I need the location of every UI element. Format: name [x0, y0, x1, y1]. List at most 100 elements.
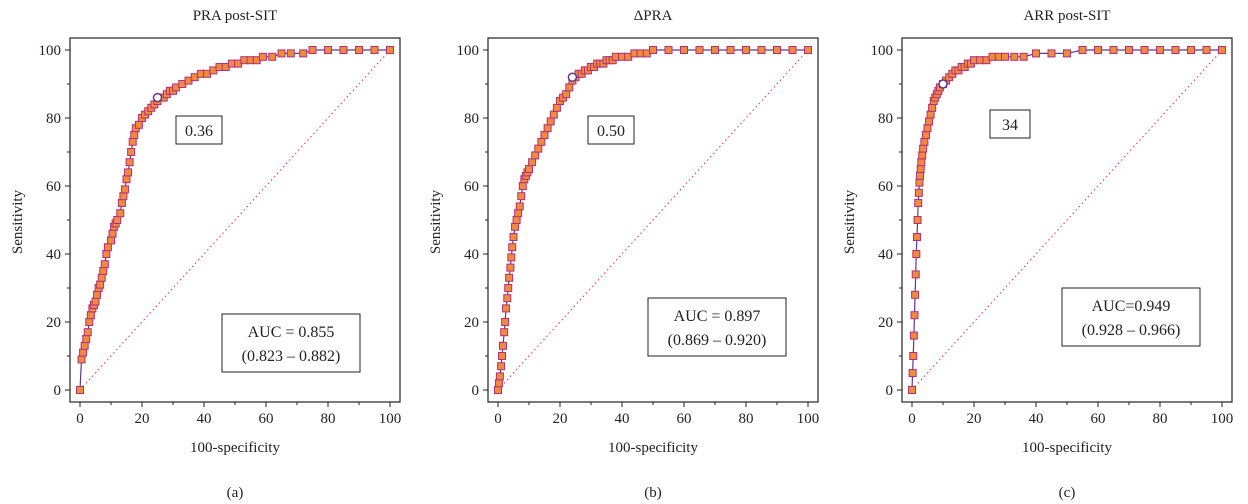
roc-point: [497, 362, 506, 371]
cut-label: 0.36: [185, 123, 213, 140]
roc-point: [914, 199, 923, 207]
panel-caption: (c): [1059, 485, 1076, 501]
y-tick-label: 0: [886, 383, 894, 399]
roc-point: [91, 297, 100, 306]
x-tick-label: 100: [1211, 411, 1234, 427]
roc-point: [918, 151, 927, 160]
roc-point: [1187, 46, 1195, 54]
roc-point: [501, 318, 510, 326]
roc-point: [742, 46, 750, 54]
roc-point: [912, 250, 921, 258]
x-tick-label: 40: [1029, 411, 1044, 427]
roc-point: [912, 233, 921, 241]
roc-point: [921, 131, 930, 139]
x-tick-label: 0: [76, 411, 84, 427]
cut-label-box: 0.36: [175, 115, 223, 145]
roc-point: [122, 175, 131, 184]
y-tick-label: 40: [878, 247, 893, 263]
x-tick-label: 80: [321, 411, 336, 427]
roc-point: [926, 110, 935, 119]
roc-point: [1156, 46, 1164, 54]
y-tick-label: 80: [878, 111, 893, 127]
roc-point: [99, 267, 108, 275]
roc-point: [502, 304, 511, 313]
x-tick-label: 0: [494, 411, 502, 427]
roc-point: [117, 199, 126, 207]
y-axis-label: Sensitivity: [428, 189, 444, 254]
roc-point: [504, 284, 513, 292]
roc-point: [77, 355, 86, 364]
chart-panel-b: ΔPRA Sensitivity 100-specificity (b) 0 20…: [418, 0, 834, 504]
auc-ci: (0.869 – 0.920): [668, 332, 767, 349]
roc-point: [506, 263, 515, 272]
roc-point: [505, 273, 514, 282]
roc-point: [1202, 46, 1211, 54]
cut-label-box: 0.50: [587, 115, 635, 145]
roc-point: [1032, 49, 1040, 58]
roc-point: [277, 49, 286, 58]
roc-point: [680, 46, 688, 54]
roc-point: [914, 188, 923, 197]
x-tick-label: 40: [615, 411, 630, 427]
roc-point: [531, 151, 540, 160]
roc-point: [96, 280, 105, 289]
cut-label-box: 34: [989, 109, 1031, 139]
roc-point: [107, 236, 115, 245]
chart-panel-c: ARR post-SIT Sensitivity 100-specificity…: [832, 0, 1248, 504]
roc-point: [258, 52, 267, 61]
roc-point: [299, 49, 308, 58]
roc-point: [130, 131, 139, 139]
y-tick-label: 100: [871, 43, 894, 59]
y-tick-label: 60: [46, 179, 61, 195]
chart-title: ΔPRA: [634, 8, 673, 24]
roc-point: [919, 144, 928, 153]
x-axis-label: 100-specificity: [190, 440, 280, 456]
roc-point: [76, 386, 84, 394]
roc-point: [757, 46, 766, 54]
roc-point: [108, 229, 117, 238]
x-tick-label: 60: [677, 411, 692, 427]
roc-point: [512, 216, 521, 224]
roc-point: [1218, 46, 1226, 54]
y-axis-label: Sensitivity: [842, 189, 858, 254]
x-axis-label: 100-specificity: [1022, 440, 1112, 456]
roc-point: [102, 250, 111, 258]
auc-box: AUC = 0.855 (0.823 – 0.882): [221, 313, 361, 373]
roc-point: [928, 103, 937, 112]
auc-value: AUC = 0.897: [674, 308, 761, 325]
roc-point: [128, 137, 137, 146]
roc-point: [911, 290, 920, 299]
roc-point: [649, 46, 657, 54]
y-tick-label: 100: [457, 43, 480, 59]
roc-point: [916, 165, 925, 173]
roc-point: [1140, 46, 1149, 54]
panel-caption: (b): [644, 485, 662, 501]
y-tick-label: 80: [464, 111, 479, 127]
reference-diagonal: [497, 49, 809, 391]
roc-chart-c: ARR post-SIT Sensitivity 100-specificity…: [842, 8, 1234, 501]
roc-point: [923, 124, 932, 133]
optimal-cutoff-point: [938, 79, 948, 89]
roc-point: [308, 46, 317, 54]
x-tick-label: 20: [967, 411, 982, 427]
x-axis-label: 100-specificity: [608, 440, 698, 456]
roc-point: [695, 46, 704, 54]
auc-value: AUC=0.949: [1092, 298, 1171, 315]
roc-point: [97, 273, 106, 282]
roc-point: [1094, 46, 1102, 54]
y-axis-label: Sensitivity: [10, 189, 26, 254]
roc-point: [711, 46, 719, 54]
roc-point: [86, 311, 95, 320]
roc-point: [909, 352, 918, 360]
panel-caption: (a): [227, 485, 244, 501]
x-tick-label: 80: [1153, 411, 1168, 427]
roc-point: [517, 192, 526, 201]
roc-point: [915, 178, 924, 187]
roc-point: [386, 46, 394, 54]
roc-point: [370, 46, 379, 54]
roc-point: [788, 46, 797, 54]
roc-point: [1001, 52, 1009, 61]
x-tick-label: 60: [1091, 411, 1106, 427]
roc-point: [514, 209, 523, 218]
auc-box: AUC=0.949 (0.928 – 0.966): [1061, 287, 1201, 347]
